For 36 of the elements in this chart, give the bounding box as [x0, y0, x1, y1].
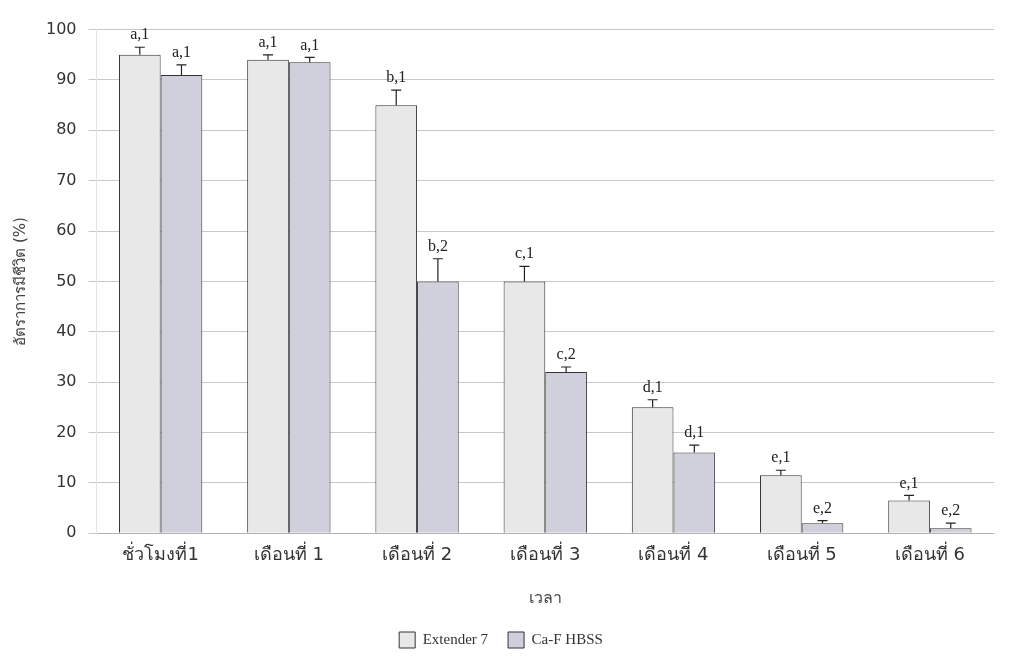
legend-label: Extender 7: [422, 630, 489, 647]
annotation: d,1: [642, 377, 663, 395]
y-tick-label: 100: [45, 18, 77, 38]
x-tick-label: เดือนที่ 4: [638, 540, 709, 564]
annotation: a,1: [258, 32, 278, 50]
y-axis-title: อัตราการมีชีวิต (%): [10, 217, 29, 346]
y-tick-label: 20: [56, 421, 77, 441]
annotation: a,1: [171, 43, 192, 61]
x-tick-label: ชั่วโมงที่1: [122, 540, 199, 564]
y-tick-label: 30: [56, 371, 77, 391]
annotation: a,1: [300, 35, 320, 53]
annotation: b,2: [427, 236, 448, 254]
y-tick-label: 60: [56, 220, 77, 240]
annotation: e,1: [899, 473, 919, 491]
y-tick-label: 10: [56, 472, 77, 491]
annotation: e,2: [941, 501, 961, 519]
annotation: c,2: [556, 345, 576, 363]
y-tick-label: 0: [66, 522, 77, 542]
x-tick-label: เดือนที่ 5: [766, 540, 837, 564]
annotation: d,1: [684, 423, 705, 441]
annotation: a,1: [130, 25, 150, 43]
y-tick-label: 90: [56, 69, 77, 89]
annotation: c,1: [514, 244, 534, 262]
annotation: b,1: [386, 68, 407, 86]
x-tick-label: เดือนที่ 6: [894, 540, 965, 564]
x-tick-label: เดือนที่ 2: [381, 540, 453, 564]
y-tick-label: 40: [56, 320, 77, 340]
y-tick-label: 70: [56, 169, 77, 189]
annotation: e,1: [771, 448, 791, 466]
annotation: e,2: [812, 498, 833, 516]
x-tick-label: เดือนที่ 1: [253, 540, 324, 564]
y-tick-label: 50: [56, 270, 77, 290]
y-tick-label: 80: [56, 119, 77, 139]
legend-label: Ca-F HBSS: [531, 630, 603, 647]
x-tick-label: เดือนที่ 3: [510, 540, 581, 564]
x-axis-title: เวลา: [528, 587, 562, 607]
